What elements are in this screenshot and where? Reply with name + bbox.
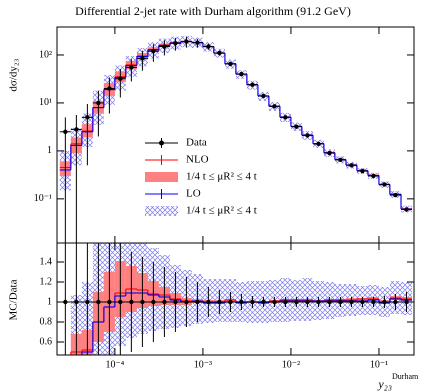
data-point (382, 299, 387, 305)
data-point (327, 299, 332, 305)
ratio-panel (59, 243, 412, 392)
data-point (140, 299, 145, 305)
chart-title: Differential 2-jet rate with Durham algo… (75, 4, 351, 18)
data-point (228, 61, 233, 67)
data-point (239, 71, 244, 77)
data-point (393, 192, 398, 198)
x-tick-label: 10⁻⁴ (106, 359, 125, 370)
data-point (206, 299, 211, 305)
data-point (349, 163, 354, 168)
legend-label: NLO (186, 154, 209, 166)
data-point (338, 157, 343, 163)
data-point (162, 299, 167, 305)
data-point (96, 299, 101, 305)
data-point (371, 173, 376, 179)
legend-label: Data (186, 137, 207, 149)
ratio-y-axis-label: MC/Data (8, 279, 20, 320)
data-point (118, 299, 123, 305)
legend-label: 1/4 t ≤ μR² ≤ 4 t (186, 171, 257, 183)
data-point (118, 76, 123, 81)
x-tick-label: 10⁻¹ (370, 359, 388, 370)
data-point (217, 299, 222, 305)
data-point (283, 115, 288, 120)
y-tick-label: 10² (39, 49, 52, 60)
y-tick-label: 1.4 (40, 256, 53, 267)
x-tick-label: 10⁻³ (194, 359, 212, 370)
data-point (272, 104, 277, 109)
axes: 10⁻¹ 1 10¹ 10² 0.6 0.8 1 1.2 1.4 10⁻⁴ 10⁻³ 10⁻² 10⁻¹ (34, 27, 414, 370)
data-point (250, 82, 255, 87)
ratio-frame (56, 242, 415, 356)
x-tick-label: 10⁻² (282, 359, 300, 370)
data-point (195, 299, 200, 305)
data-point (261, 93, 266, 99)
data-point (173, 299, 178, 305)
data-point (283, 299, 288, 305)
data-point (382, 182, 387, 187)
band-bin (60, 362, 71, 392)
data-point (305, 133, 310, 138)
legend-marker (159, 140, 164, 146)
data-point (239, 299, 244, 305)
x-axis-label: y₂₃ (377, 377, 392, 391)
data-point (404, 299, 409, 305)
data-point (107, 86, 112, 91)
data-point (63, 129, 68, 134)
data-point (250, 299, 255, 305)
y-tick-label: 10¹ (39, 97, 52, 108)
data-point (184, 39, 189, 44)
y-tick-label: 1.2 (40, 276, 53, 287)
data-point (206, 44, 211, 49)
data-point (96, 100, 101, 106)
data-point (294, 299, 299, 305)
x-axis-label-superscript: Durham (392, 372, 419, 381)
data-point (151, 48, 156, 54)
data-point (184, 299, 189, 305)
legend-label: 1/4 t ≤ μR² ≤ 4 t (186, 205, 257, 217)
data-point (261, 299, 266, 305)
data-point (85, 115, 90, 120)
data-point (85, 299, 90, 305)
data-point (151, 299, 156, 305)
data-point (360, 168, 365, 174)
data-point (305, 299, 310, 305)
data-point (129, 299, 134, 305)
data-point (74, 127, 79, 132)
data-point (349, 299, 354, 305)
data-point (74, 299, 79, 305)
data-point (272, 299, 277, 305)
data-point (327, 150, 332, 156)
data-point (404, 207, 409, 212)
data-point (338, 299, 343, 305)
data-point (217, 50, 222, 56)
data-point (195, 40, 200, 45)
data-point (393, 299, 398, 305)
data-point (316, 299, 321, 305)
legend: Data NLO 1/4 t ≤ μR² ≤ 4 t LO 1/4 t ≤ μR² ≤ … (145, 137, 257, 217)
y-axis-label: dσ/dy₂₃ (8, 58, 20, 91)
y-tick-label: 10⁻¹ (34, 193, 52, 204)
legend-swatch (145, 206, 178, 216)
data-point (107, 299, 112, 305)
data-point (162, 44, 167, 49)
main-panel (59, 35, 412, 243)
y-tick-label: 1 (47, 296, 52, 307)
y-tick-label: 0.6 (40, 336, 53, 347)
data-point (173, 41, 178, 46)
data-point (316, 141, 321, 147)
data-point (129, 65, 134, 70)
y-tick-label: 1 (47, 145, 52, 156)
legend-label: LO (186, 188, 201, 200)
data-point (228, 299, 233, 305)
band-bin (60, 378, 71, 392)
data-point (63, 299, 68, 305)
y-tick-label: 0.8 (40, 316, 53, 327)
data-point (294, 124, 299, 129)
legend-swatch (145, 172, 178, 182)
data-point (360, 299, 365, 305)
data-point (140, 56, 145, 61)
data-point (371, 299, 376, 305)
